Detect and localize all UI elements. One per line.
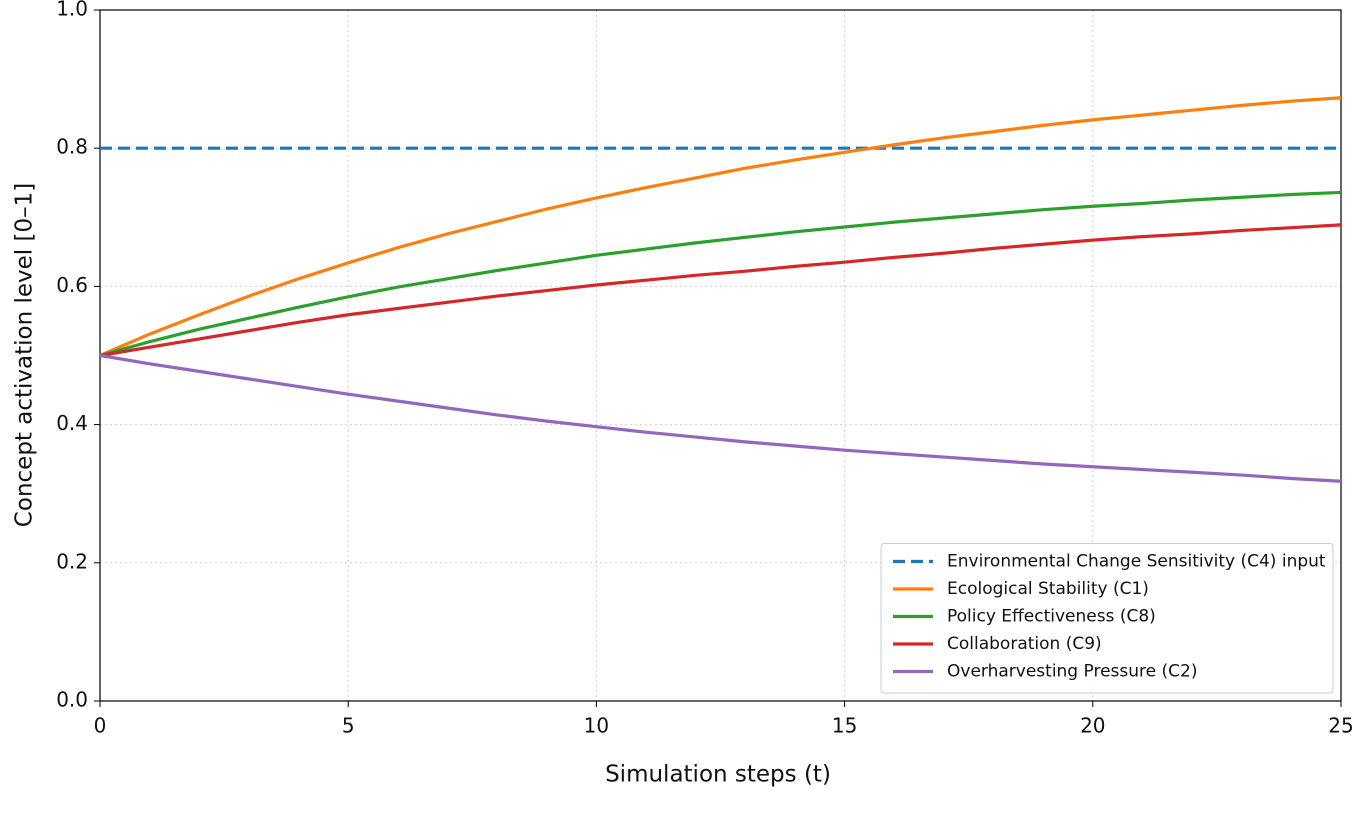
y-tick-label: 0.2 bbox=[56, 549, 88, 573]
legend-label: Ecological Stability (C1) bbox=[947, 579, 1149, 599]
y-axis-label: Concept activation level [0–1] bbox=[12, 183, 38, 527]
x-tick-label: 20 bbox=[1080, 714, 1105, 738]
series-line bbox=[99, 190, 1342, 358]
x-tick-label: 0 bbox=[94, 714, 107, 738]
legend-label: Policy Effectiveness (C8) bbox=[947, 607, 1156, 627]
legend-label: Environmental Change Sensitivity (C4) in… bbox=[947, 552, 1326, 572]
legend-label: Overharvesting Pressure (C2) bbox=[947, 662, 1197, 682]
x-tick-label: 15 bbox=[832, 714, 857, 738]
y-tick-label: 0.6 bbox=[56, 273, 88, 297]
y-tick-label: 0.4 bbox=[56, 411, 88, 435]
y-tick-label: 1.0 bbox=[56, 0, 88, 21]
y-tick-label: 0.0 bbox=[56, 688, 88, 712]
x-tick-label: 10 bbox=[584, 714, 609, 738]
x-tick-label: 25 bbox=[1328, 714, 1353, 738]
series-line bbox=[99, 223, 1342, 358]
legend-box bbox=[880, 543, 1334, 694]
legend-label: Collaboration (C9) bbox=[947, 634, 1102, 654]
y-tick-label: 0.8 bbox=[56, 135, 88, 159]
x-tick-label: 5 bbox=[342, 714, 355, 738]
series-line bbox=[99, 96, 1342, 357]
x-axis-label: Simulation steps (t) bbox=[605, 762, 831, 788]
series-line bbox=[99, 353, 1342, 483]
